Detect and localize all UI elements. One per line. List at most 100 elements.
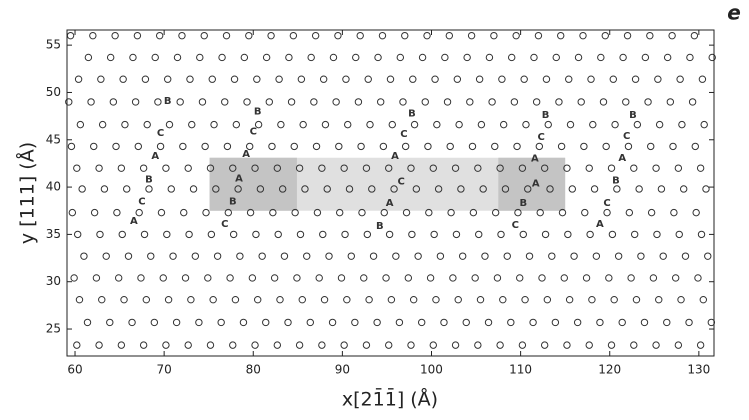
atom [90,208,99,217]
atom [663,318,671,327]
atom [117,341,126,349]
atom [414,252,422,260]
stacking-label: B [629,110,637,121]
atom [139,341,148,349]
atom [691,142,699,151]
atom [296,230,305,239]
atom [169,252,177,260]
atom [530,53,538,62]
atom [466,98,474,106]
atom [256,185,265,193]
stacking-label: C [512,220,519,231]
stacking-label: C [398,176,405,187]
atom [89,31,97,40]
atom [451,164,460,172]
atom [343,295,351,304]
atom [666,98,675,106]
atom [318,341,326,349]
atom [181,274,190,282]
atom [696,341,705,349]
atom [231,295,240,304]
atom [475,75,484,83]
atom [84,53,93,62]
atom [196,53,204,62]
atom [243,98,251,106]
atom [114,274,123,282]
atom [619,53,627,62]
atom [313,208,322,217]
x-tick-label: 70 [156,363,171,377]
atom [204,274,212,282]
atom [80,252,88,260]
atom [479,185,487,193]
highlight-region [209,157,297,211]
atom [686,53,694,62]
atom [118,230,126,239]
atom [685,318,693,327]
y-axis-label: y [111] (Å) [16,142,39,244]
atom [630,164,638,172]
atom [540,164,549,172]
atom [164,75,172,83]
stacking-label: B [519,198,527,209]
atom [320,295,329,304]
atom [655,295,663,304]
stacking-label: C [537,132,544,143]
atom [488,98,496,106]
atom [630,230,639,239]
atom [633,120,642,129]
atom [409,295,418,304]
atom [518,341,527,349]
atom [425,208,433,217]
atom [201,142,209,151]
atom [538,274,546,282]
atom [297,75,306,83]
regions [209,157,566,211]
atom [95,164,103,172]
atom [218,53,226,62]
atom [102,252,110,260]
atom [319,230,327,239]
atom [404,274,413,282]
atom [83,318,92,327]
atom [156,142,165,151]
y-tick-label: 35 [46,227,61,241]
atom [496,341,504,349]
stacking-label: C [603,198,610,209]
atom [213,252,222,260]
stacking-label: A [596,219,604,230]
atom [602,142,610,151]
atom [614,252,623,260]
atom [291,208,299,217]
atom [254,295,262,304]
atom [481,252,489,260]
atom [198,98,207,106]
atom [678,120,686,129]
atom [440,318,448,327]
atom [631,75,640,83]
atom [98,120,107,129]
atom [388,120,396,129]
atom [580,142,588,151]
atom [385,164,393,172]
atom [409,75,417,83]
x-tick-label: 90 [335,363,350,377]
atom [106,53,115,62]
atom [690,31,699,40]
atom [532,98,541,106]
atom [262,53,271,62]
stacking-label: C [623,131,630,142]
atom [625,208,634,217]
atom [147,252,155,260]
atom [407,341,415,349]
atom [622,98,630,106]
atom [117,164,126,172]
atom [385,341,393,349]
atom [657,185,666,193]
atom [358,208,366,217]
atom [564,230,572,239]
atom [568,185,577,193]
atom [325,252,333,260]
y-tick-label: 25 [46,322,61,336]
atom [455,120,463,129]
